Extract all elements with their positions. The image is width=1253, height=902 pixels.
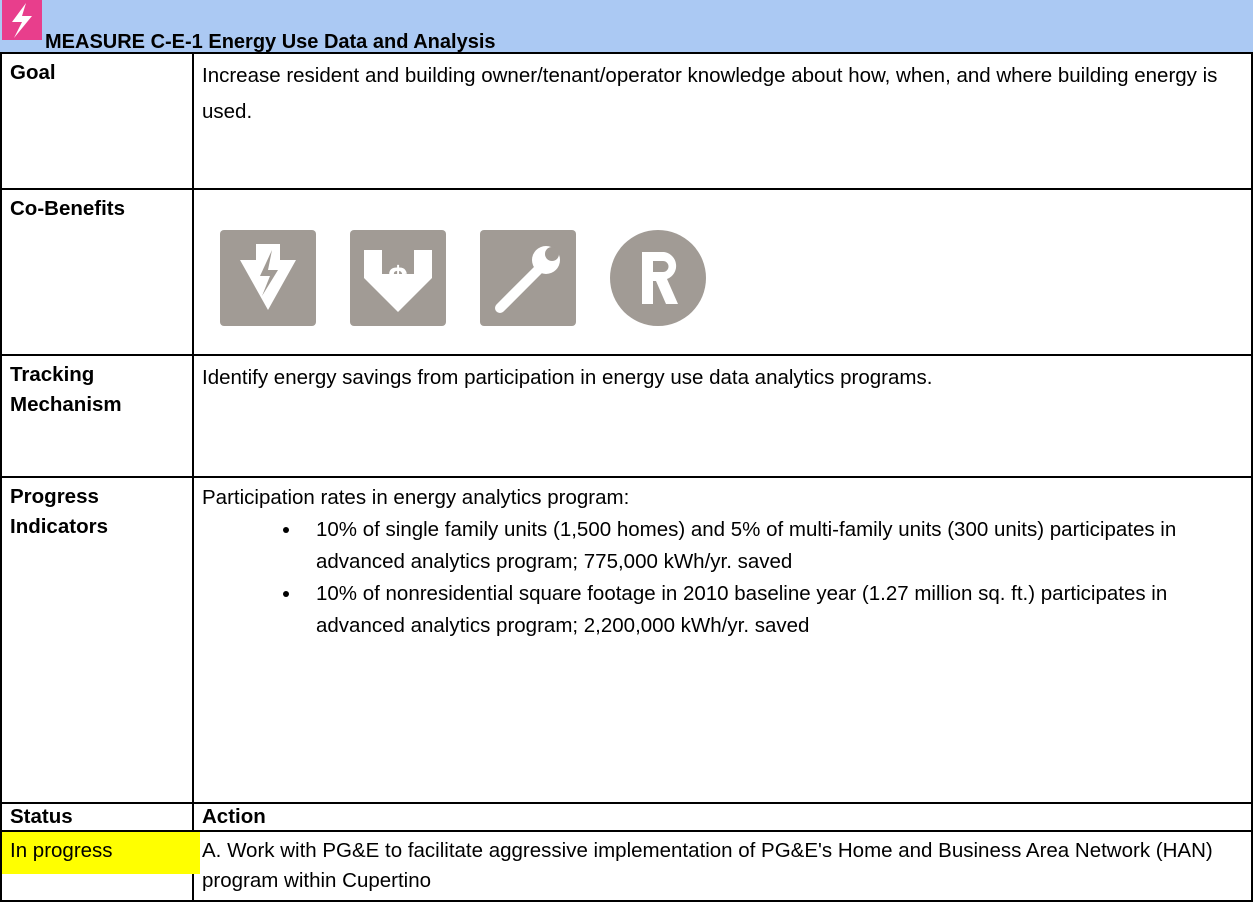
row-label: Goal	[0, 52, 194, 190]
bullet-list: 10% of single family units (1,500 homes)…	[202, 514, 1243, 642]
status: In progress	[2, 832, 200, 874]
row-content: Participation rates in energy analytics …	[192, 476, 1253, 804]
action-header: Action	[192, 802, 1253, 832]
title: MEASURE C-E-1 Energy Use Data and Analys…	[45, 31, 496, 53]
lightning-icon	[2, 0, 42, 40]
row-label: Progress Indicators	[0, 476, 194, 804]
svg-text:$: $	[388, 259, 408, 300]
action: A. Work with PG&E to facilitate aggressi…	[192, 830, 1253, 902]
icons: $	[192, 188, 1253, 356]
bullet: 10% of nonresidential square footage in …	[302, 578, 1243, 642]
header: MEASURE C-E-1 Energy Use Data and Analys…	[0, 0, 1253, 53]
co-benefit-icons: $	[220, 230, 706, 326]
status-cell: In progress	[0, 830, 200, 902]
row-label: Tracking Mechanism	[0, 354, 194, 478]
measure-table: Goal Increase resident and building owner…	[0, 52, 1253, 902]
row-text: Increase resident and building owner/ten…	[192, 52, 1253, 190]
row-text: Participation rates in energy analytics …	[202, 486, 630, 509]
status-header: Status	[0, 802, 194, 832]
bullet: 10% of single family units (1,500 homes)…	[302, 514, 1243, 578]
row-text: Identify energy savings from participati…	[192, 354, 1253, 478]
page: MEASURE C-E-1 Energy Use Data and Analys…	[0, 0, 1253, 867]
row-label: Co-Benefits	[0, 188, 194, 356]
